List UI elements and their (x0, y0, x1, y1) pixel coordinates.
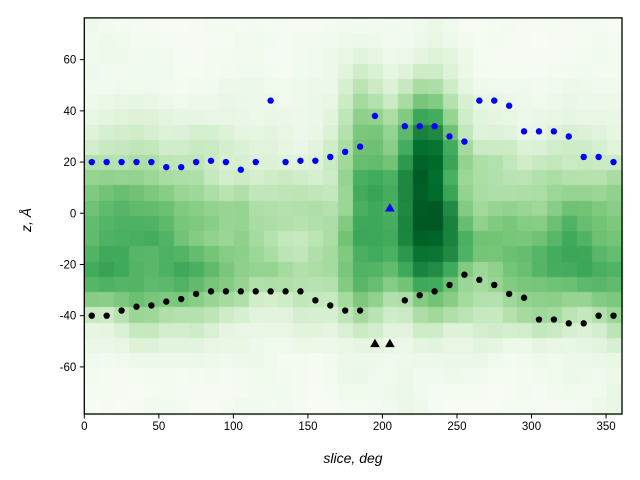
svg-text:0: 0 (81, 421, 87, 433)
svg-text:-20: -20 (60, 259, 77, 271)
svg-text:250: 250 (447, 421, 466, 433)
svg-text:100: 100 (224, 421, 243, 433)
svg-text:40: 40 (64, 106, 77, 118)
svg-text:50: 50 (152, 421, 165, 433)
svg-text:60: 60 (64, 55, 77, 67)
svg-text:300: 300 (522, 421, 541, 433)
svg-text:-60: -60 (60, 362, 77, 374)
svg-text:200: 200 (373, 421, 392, 433)
svg-text:350: 350 (596, 421, 615, 433)
svg-text:150: 150 (298, 421, 317, 433)
svg-text:0: 0 (70, 208, 76, 220)
svg-text:-40: -40 (60, 311, 77, 323)
svg-text:20: 20 (64, 157, 77, 169)
